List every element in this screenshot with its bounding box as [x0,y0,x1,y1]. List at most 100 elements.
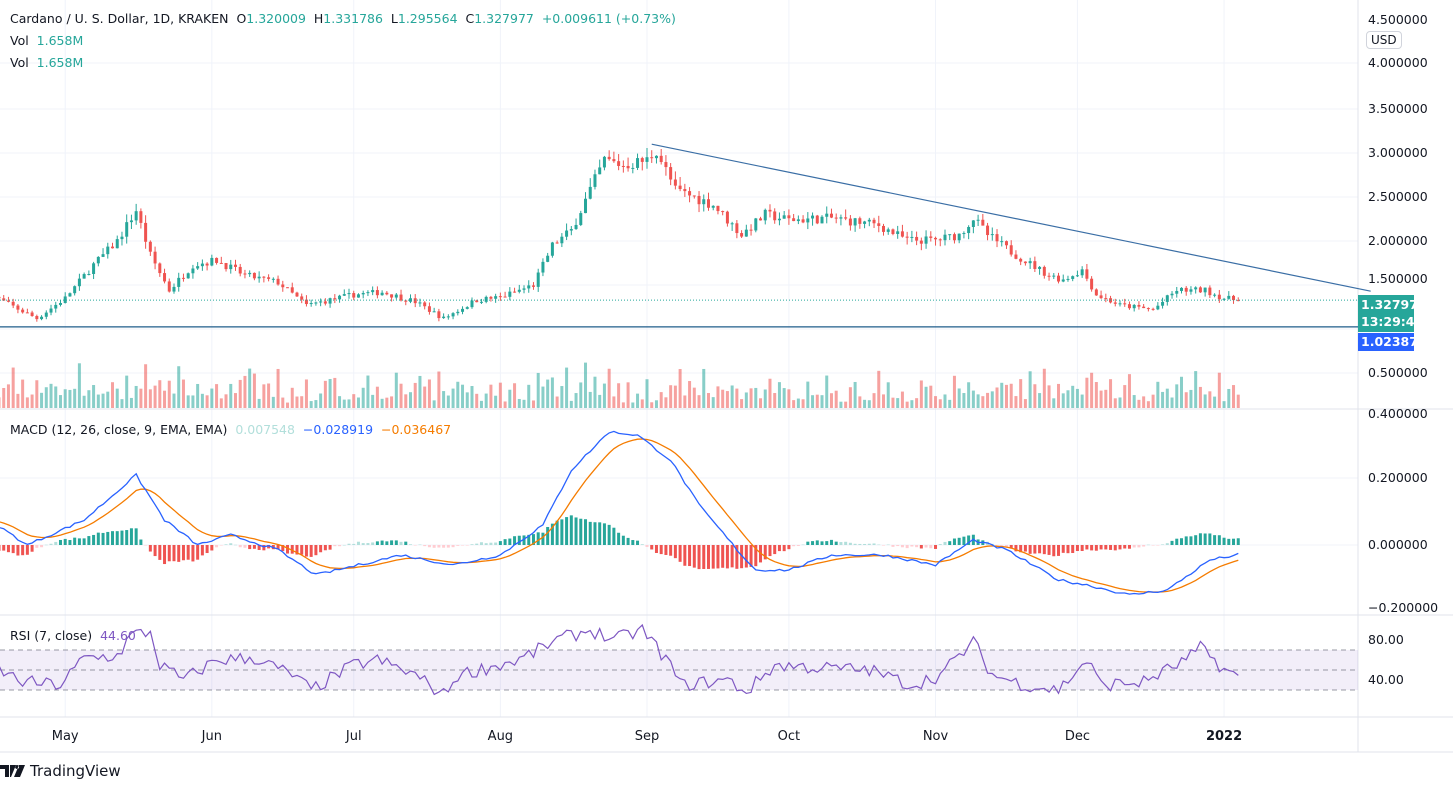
volume-bar [498,382,502,408]
volume-bar [782,388,786,408]
candle-body [796,219,800,222]
candle-body [1061,279,1065,282]
macd-histogram-bar [356,541,360,545]
volume-bar [2,387,6,408]
volume-bar [1014,396,1018,408]
volume-bar [844,401,848,408]
candle-body [177,277,181,287]
volume-bar [1038,393,1042,408]
volume-bar [465,392,469,408]
macd-histogram-bar [1137,545,1141,548]
macd-histogram-bar [1156,545,1160,546]
candle-body [697,195,701,205]
candle-body [115,239,119,249]
candle-body [461,308,465,312]
candle-body [144,222,148,242]
macd-histogram-bar [621,535,625,545]
candle-body [1057,275,1061,282]
volume-bar [560,386,564,408]
volume-bar [333,377,337,408]
candle-body [2,298,6,301]
candle-body [446,316,450,318]
macd-histogram-bar [773,545,777,555]
candle-body [825,213,829,217]
tradingview-logo[interactable]: TradingView [0,762,121,780]
volume-bar [281,397,285,408]
vol-value: 1.658M [36,33,84,48]
candle-body [915,236,919,241]
candle-body [844,217,848,219]
macd-histogram-bar [858,543,862,545]
macd-histogram-bar [1085,545,1089,550]
candle-body [934,237,938,240]
macd-histogram-bar [1019,545,1023,553]
volume-bar [1113,398,1117,408]
macd-signal-line [0,438,1239,593]
volume-bar [54,386,58,408]
volume-bar [413,382,417,408]
macd-histogram-bar [768,545,772,557]
candle-body [465,307,469,309]
volume-bar [952,375,956,408]
macd-histogram-bar [598,522,602,545]
macd-histogram-bar [877,544,881,546]
macd-histogram-bar [692,545,696,568]
currency-button[interactable]: USD [1366,31,1402,49]
macd-histogram-bar [63,538,67,545]
candle-body [1104,298,1108,300]
volume-bar [300,396,304,408]
candle-body [191,268,195,274]
volume-bar [1165,388,1169,408]
candle-body [205,263,209,266]
volume-bar [607,368,611,408]
macd-histogram-bar [811,541,815,545]
volume-bar [1127,374,1131,408]
volume-bar [200,393,204,408]
macd-histogram-bar [967,535,971,545]
candle-body [456,311,460,314]
macd-histogram-bar [229,543,233,545]
macd-histogram-bar [87,536,91,545]
candle-body [636,158,640,168]
candle-body [919,240,923,244]
volume-bar [1222,401,1226,408]
macd-tick-label: −0.200000 [1368,600,1438,615]
macd-histogram-bar [210,545,214,551]
macd-histogram-bar [300,545,304,555]
candle-body [711,205,715,208]
volume-bar [1009,383,1013,408]
candle-body [882,225,885,232]
candle-body [25,312,29,314]
macd-histogram-bar [1184,536,1188,545]
volume-bar [863,399,867,408]
volume-bar [243,375,247,408]
macd-histogram-bar [1014,545,1018,552]
candle-body [11,301,15,306]
candle-body [990,234,994,236]
volume-bar [659,392,663,408]
volume-bar [872,393,876,408]
volume-bar [219,398,223,408]
volume-bar [63,389,67,408]
candle-body [1146,308,1150,310]
candle-body [125,222,129,237]
candle-body [967,226,971,234]
macd-histogram-bar [1118,545,1122,550]
candle-body [744,229,748,237]
volume-bar [815,394,819,408]
macd-histogram-bar [1222,537,1226,545]
macd-histogram-bar [409,544,412,545]
volume-bar [806,381,810,408]
macd-histogram-bar [111,531,115,545]
candle-body [612,159,616,162]
macd-histogram-bar [924,545,928,548]
resistance-trendline[interactable] [651,143,1371,292]
candle-body [106,246,110,255]
volume-bar [1236,394,1240,408]
volume-bar [1047,385,1051,408]
volume-bar [432,400,436,408]
macd-histogram-bar [267,545,271,549]
candle-body [886,229,890,232]
price-tick-label: 2.500000 [1368,189,1428,204]
